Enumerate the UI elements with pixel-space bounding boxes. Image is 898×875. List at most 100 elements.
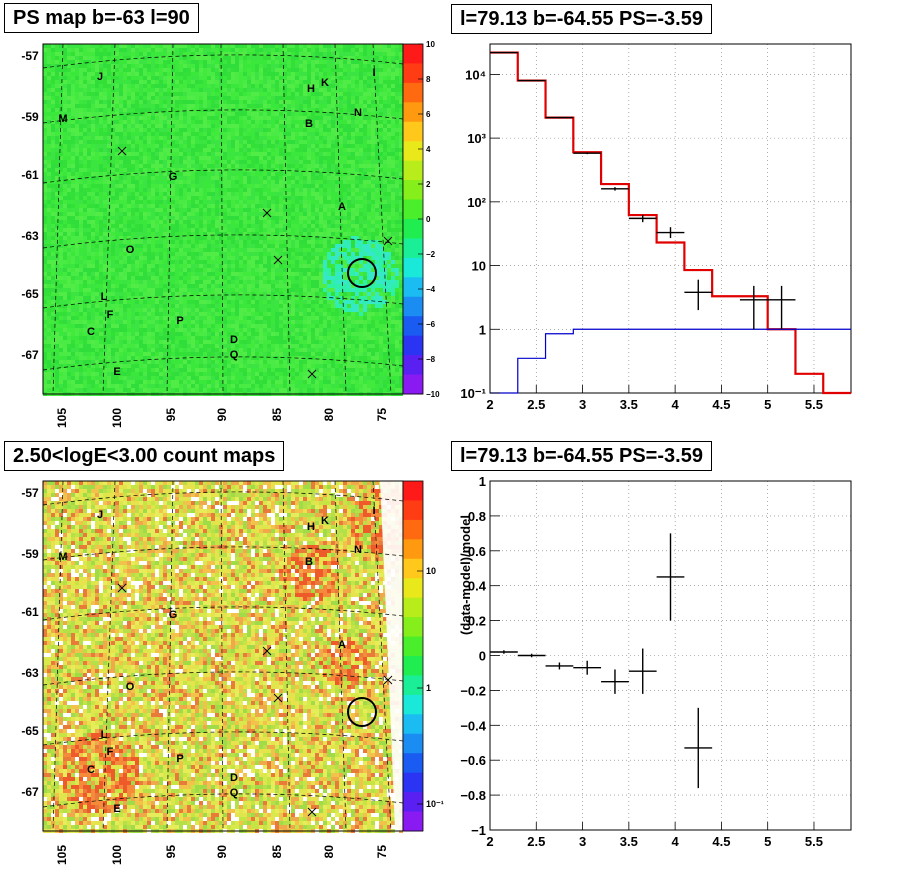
spectrum-axis-ticks: 2 2.5 3 3.5 4 4.5 5 5.5 10⁻¹ 1 10 10² 10³ 10⁴ <box>460 67 823 412</box>
source-label-a: A <box>338 201 346 213</box>
colorbar-tick-label: 0 <box>426 215 431 224</box>
source-cross-marker <box>307 807 317 817</box>
colorbar-tick-label: 10⁻¹ <box>426 799 444 809</box>
y-tick-label: 10³ <box>467 131 486 146</box>
source-label-m: M <box>58 113 67 125</box>
source-label-p: P <box>176 315 183 327</box>
map-y-tick-label: -67 <box>21 785 39 799</box>
source-label-a: A <box>338 639 346 651</box>
source-cross-marker <box>262 208 272 218</box>
source-cross-marker <box>117 146 127 156</box>
data-point <box>517 79 546 82</box>
source-label-q: Q <box>230 349 239 361</box>
colorbar-tick-label: −10 <box>426 390 440 399</box>
colorbar-tick-label: 6 <box>426 110 431 119</box>
residual-point <box>517 653 546 658</box>
model-step-line <box>490 51 851 395</box>
map-y-tick-label: -61 <box>21 605 39 619</box>
x-tick-label: 3.5 <box>620 834 638 849</box>
source-label-i: I <box>372 67 375 79</box>
map-source-labels: J M G O LFC E P DQ H K I B N A <box>58 505 375 815</box>
source-cross-marker <box>307 369 317 379</box>
map-x-tick-label: 85 <box>270 408 284 422</box>
title-count-map: 2.50<logE<3.00 count maps <box>4 441 285 471</box>
map-y-ticks: -57 -59 -61 -63 -65 -67 <box>21 49 39 362</box>
residual-point <box>490 650 518 654</box>
colorbar-tick-label: −8 <box>426 355 436 364</box>
data-point <box>490 51 518 54</box>
x-tick-label: 2 <box>486 397 493 412</box>
source-label-e: E <box>113 803 120 815</box>
source-label-j: J <box>97 509 103 521</box>
title-spectrum: l=79.13 b=-64.55 PS=-3.59 <box>451 4 712 34</box>
y-axis-label: (data-model)/model <box>458 515 473 635</box>
y-tick-label: 0.2 <box>468 614 486 629</box>
map-x-tick-label: 75 <box>375 408 389 422</box>
residual-point <box>684 707 713 789</box>
source-label-q: Q <box>230 787 239 799</box>
source-cross-marker <box>273 255 283 265</box>
x-tick-label: 2.5 <box>527 397 545 412</box>
map-x-tick-label: 95 <box>164 408 178 422</box>
x-tick-label: 5 <box>764 834 771 849</box>
x-tick-label: 3 <box>579 397 586 412</box>
source-label-f: F <box>107 309 114 321</box>
map-x-tick-label: 90 <box>215 845 229 859</box>
x-tick-label: 3.5 <box>620 397 638 412</box>
colorbar-tick-label: 1 <box>426 683 431 693</box>
residual-point <box>628 648 657 694</box>
source-label-h: H <box>307 83 315 95</box>
title-ps-map: PS map b=-63 l=90 <box>4 3 199 33</box>
x-tick-label: 3 <box>579 834 586 849</box>
map-x-tick-label: 80 <box>322 408 336 422</box>
source-label-g: G <box>169 609 178 621</box>
map-y-tick-label: -57 <box>21 49 39 63</box>
colorbar-tick-label: −6 <box>426 320 436 329</box>
map-grid <box>42 480 404 832</box>
source-label-b: B <box>305 118 313 130</box>
x-tick-label: 2.5 <box>527 834 545 849</box>
source-label-k: K <box>321 515 329 527</box>
y-tick-label: −0.6 <box>460 753 486 768</box>
source-label-o: O <box>126 244 135 256</box>
map-y-tick-label: -61 <box>21 168 39 182</box>
colorbar-tick-label: −4 <box>426 285 436 294</box>
y-tick-label: 10 <box>472 259 486 274</box>
y-tick-label: 0.6 <box>468 544 486 559</box>
colorbar-frame <box>402 480 424 832</box>
x-tick-label: 5.5 <box>805 834 823 849</box>
data-point <box>739 285 768 330</box>
map-grid <box>42 43 404 395</box>
y-tick-label: −0.4 <box>460 718 486 733</box>
map-y-tick-label: -65 <box>21 287 39 301</box>
spectrum-grid <box>490 44 851 393</box>
target-circle <box>347 697 377 727</box>
colorbar-tick-label: 10 <box>426 40 435 49</box>
map-y-tick-label: -65 <box>21 724 39 738</box>
source-cross-marker <box>273 693 283 703</box>
y-tick-label: 1 <box>479 474 486 489</box>
residual-point <box>545 662 574 670</box>
spectrum-panel: 2 2.5 3 3.5 4 4.5 5 5.5 10⁻¹ 1 10 10² 10³ 10⁴ <box>460 43 852 412</box>
data-point <box>545 116 574 119</box>
map-x-tick-label: 80 <box>322 845 336 859</box>
map-x-tick-label: 95 <box>164 845 178 859</box>
residual-chart: 2 2.5 3 3.5 4 4.5 5 5.5 1 0.8 0.6 0.4 0.2 0 −0.2 −0.4 −0… <box>458 474 852 849</box>
source-label-n: N <box>354 544 362 556</box>
map-x-tick-label: 90 <box>215 408 229 422</box>
source-cross-marker <box>383 675 393 685</box>
residual-point <box>601 669 629 694</box>
residual-point <box>573 660 602 675</box>
source-label-k: K <box>321 77 329 89</box>
data-point <box>767 285 796 330</box>
count-map-pixels <box>43 481 403 833</box>
source-label-e: E <box>113 366 120 378</box>
source-label-c: C <box>87 764 95 776</box>
colorbar-tick-label: 2 <box>426 180 431 189</box>
ps-map-pixels <box>43 44 403 396</box>
data-point <box>601 187 629 191</box>
colorbar-tick-label: 8 <box>426 75 431 84</box>
map-y-tick-label: -59 <box>21 110 39 124</box>
